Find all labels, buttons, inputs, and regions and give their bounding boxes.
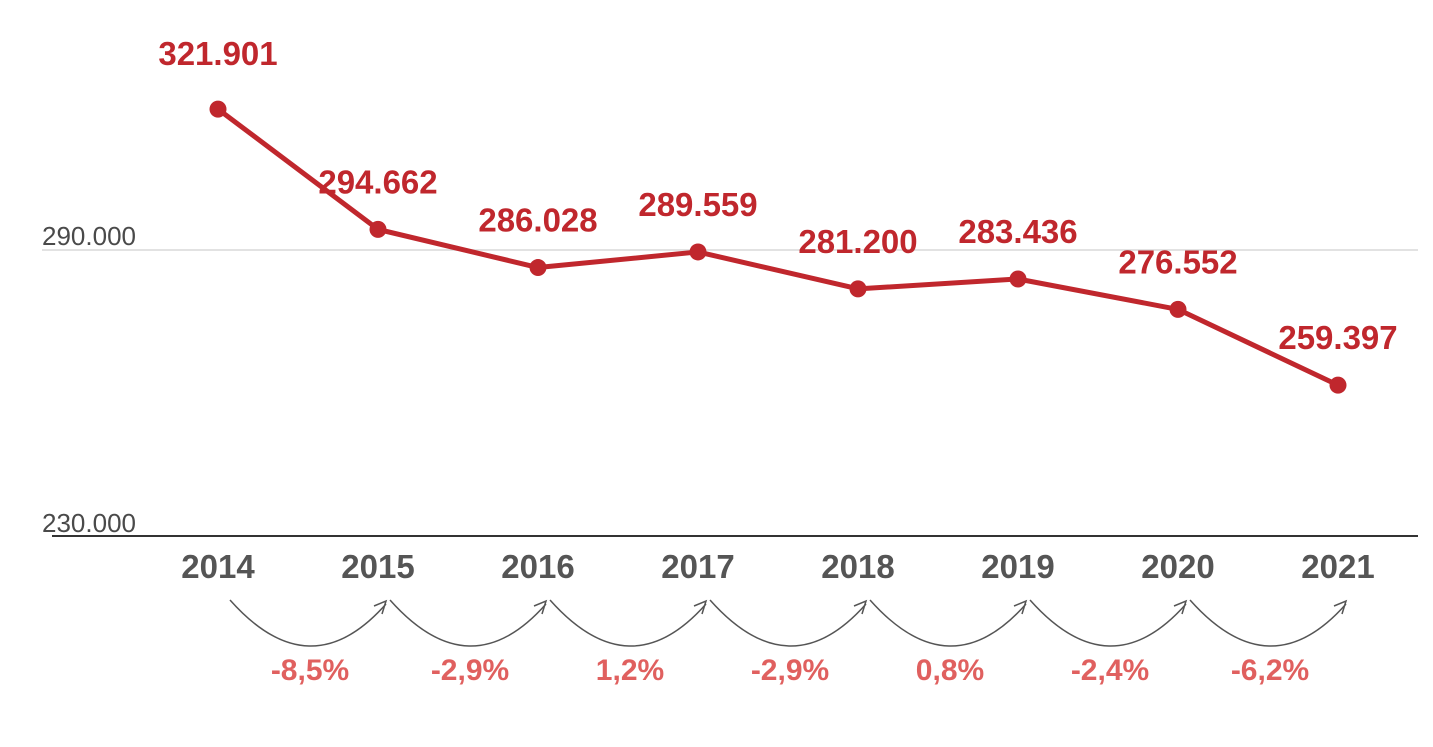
change-arrow-2014-2015 xyxy=(229,599,387,647)
change-arrow-2018-2019 xyxy=(869,599,1027,647)
change-arrow-2017-2018 xyxy=(709,599,867,647)
change-label-2014-2015: -8,5% xyxy=(271,654,349,687)
value-label-2018: 281.200 xyxy=(798,223,917,260)
data-point-2021 xyxy=(1329,376,1347,394)
x-tick-label-2017: 2017 xyxy=(661,548,734,585)
change-arrow-2015-2016 xyxy=(389,599,547,647)
change-arrowhead-2020 xyxy=(1173,599,1188,615)
change-label-2015-2016: -2,9% xyxy=(431,654,509,687)
x-tick-labels: 2014 2015 2016 2017 2018 2019 2020 2021 xyxy=(181,548,1374,585)
y-tick-label-290000: 290.000 xyxy=(42,221,136,251)
x-tick-label-2019: 2019 xyxy=(981,548,1054,585)
value-label-2017: 289.559 xyxy=(638,186,757,223)
data-point-2018 xyxy=(849,280,867,298)
value-label-2021: 259.397 xyxy=(1278,319,1397,356)
change-arrowhead-2021 xyxy=(1333,599,1348,615)
change-label-2016-2017: 1,2% xyxy=(596,654,664,687)
change-label-2017-2018: -2,9% xyxy=(751,654,829,687)
change-arrowhead-2018 xyxy=(853,599,868,615)
x-tick-label-2015: 2015 xyxy=(341,548,414,585)
change-arrows xyxy=(229,599,1348,647)
x-tick-label-2014: 2014 xyxy=(181,548,255,585)
data-point-2019 xyxy=(1009,270,1027,288)
value-label-2020: 276.552 xyxy=(1118,243,1237,280)
change-arrow-2016-2017 xyxy=(549,599,707,647)
data-point-2017 xyxy=(689,243,707,261)
data-point-2020 xyxy=(1169,300,1187,318)
change-labels: -8,5% -2,9% 1,2% -2,9% 0,8% -2,4% -6,2% xyxy=(271,654,1309,687)
change-arrowhead-2016 xyxy=(533,599,548,615)
value-label-2019: 283.436 xyxy=(958,213,1077,250)
change-arrowhead-2017 xyxy=(693,599,708,615)
change-label-2018-2019: 0,8% xyxy=(916,654,984,687)
change-arrowhead-2019 xyxy=(1013,599,1028,615)
value-label-2016: 286.028 xyxy=(478,202,597,239)
x-tick-label-2016: 2016 xyxy=(501,548,574,585)
change-label-2020-2021: -6,2% xyxy=(1231,654,1309,687)
data-point-2016 xyxy=(529,259,547,277)
value-label-2014: 321.901 xyxy=(158,35,277,72)
value-label-2015: 294.662 xyxy=(318,163,437,200)
x-tick-label-2020: 2020 xyxy=(1141,548,1214,585)
change-label-2019-2020: -2,4% xyxy=(1071,654,1149,687)
change-arrowhead-2015 xyxy=(373,599,388,615)
x-tick-label-2018: 2018 xyxy=(821,548,894,585)
series-line xyxy=(216,107,1340,388)
data-point-2015 xyxy=(369,220,387,238)
change-arrow-2020-2021 xyxy=(1189,599,1347,647)
data-points xyxy=(209,100,1347,394)
y-tick-label-230000: 230.000 xyxy=(42,508,136,538)
data-point-2014 xyxy=(209,100,227,118)
value-labels: 321.901 294.662 286.028 289.559 281.200 283.4… xyxy=(158,35,1397,356)
change-arrow-2019-2020 xyxy=(1029,599,1187,647)
x-tick-label-2021: 2021 xyxy=(1301,548,1374,585)
